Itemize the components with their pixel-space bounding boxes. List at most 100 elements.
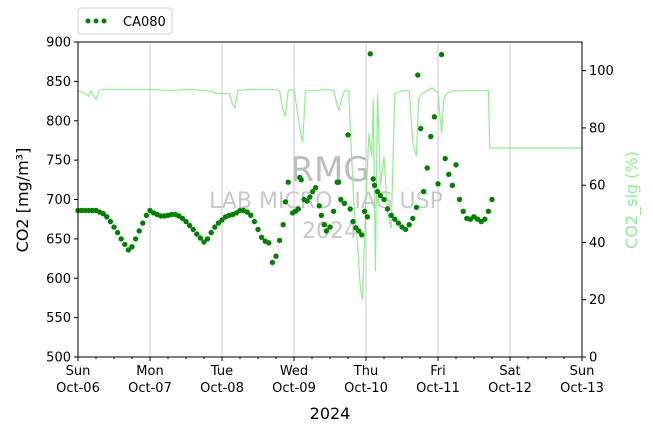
co2-point xyxy=(347,206,353,212)
co2-point xyxy=(111,224,117,230)
co2-point xyxy=(364,214,371,220)
co2-point xyxy=(282,199,289,205)
co2-point xyxy=(335,179,342,185)
watermark-line-1: RMG xyxy=(290,150,369,190)
co2-point xyxy=(418,125,424,132)
x-tick-label-date: Oct-12 xyxy=(488,381,532,396)
co2-point xyxy=(304,198,310,204)
co2-point xyxy=(143,212,150,218)
co2-point xyxy=(273,253,279,259)
y-left-tick-label: 600 xyxy=(46,272,71,287)
co2-point xyxy=(118,236,124,242)
co2-point xyxy=(338,196,344,203)
x-tick-label-day: Mon xyxy=(136,364,163,379)
co2-point xyxy=(424,165,430,171)
co2-point xyxy=(194,231,200,237)
co2-point xyxy=(255,226,261,233)
co2-point xyxy=(122,241,128,248)
co2-point xyxy=(489,196,495,203)
co2-point xyxy=(460,208,466,214)
co2-point xyxy=(208,229,214,236)
x-tick-label-day: Sun xyxy=(570,364,595,379)
co2-point xyxy=(316,203,322,209)
co2-point xyxy=(449,182,456,188)
x-tick-label-day: Sun xyxy=(66,364,91,379)
co2-point xyxy=(327,224,333,230)
y-right-tick-label: 60 xyxy=(589,179,606,194)
co2-point xyxy=(374,188,381,195)
co2-point xyxy=(413,204,420,211)
y-left-tick-label: 550 xyxy=(46,311,71,326)
x-axis-title: 2024 xyxy=(310,404,351,423)
y-left-tick-label: 800 xyxy=(46,114,71,129)
co2-point xyxy=(406,222,412,228)
co2-point xyxy=(215,220,222,226)
co2-point xyxy=(359,232,365,238)
legend-box xyxy=(77,7,173,35)
x-tick-label-date: Oct-08 xyxy=(200,381,244,396)
co2-point xyxy=(104,214,110,220)
y-right-tick-label: 100 xyxy=(589,64,614,79)
x-tick-label-day: Sat xyxy=(499,364,520,379)
co2-point xyxy=(190,226,196,233)
y-left-tick-label: 500 xyxy=(46,351,71,366)
co2-point xyxy=(482,216,488,222)
co2-sig-line xyxy=(77,87,582,300)
co2-point xyxy=(201,239,207,245)
co2-point xyxy=(420,188,427,195)
co2-point xyxy=(377,192,384,199)
co2-point xyxy=(453,162,459,168)
co2-point xyxy=(125,247,132,253)
x-tick-label-day: Tue xyxy=(210,364,233,379)
x-tick-label-date: Oct-06 xyxy=(56,381,100,396)
co2-point xyxy=(323,228,330,234)
co2-point xyxy=(136,228,142,234)
x-axis: Sun Oct-06 Mon Oct-07 Tue Oct-08 Wed Oct-09 Thu O… xyxy=(56,357,604,396)
x-tick-label-date: Oct-13 xyxy=(560,381,604,396)
legend-marker xyxy=(93,18,99,24)
legend-marker xyxy=(101,18,107,24)
co2-point xyxy=(367,51,373,57)
y-left-tick-label: 650 xyxy=(46,232,71,247)
y-right-tick-label: 0 xyxy=(589,351,597,366)
co2-point xyxy=(100,211,106,217)
co2-point xyxy=(197,235,204,241)
co2-point xyxy=(114,229,121,236)
co2-point xyxy=(345,132,351,138)
co2-point xyxy=(258,234,265,240)
y-axis-right: 0 20 40 60 80 100 xyxy=(582,64,614,366)
co2-point xyxy=(370,176,376,182)
co2-point xyxy=(295,206,301,212)
co2-point xyxy=(330,208,337,214)
co2-point xyxy=(402,226,409,233)
co2-point xyxy=(140,220,146,226)
series-ca080 xyxy=(75,51,495,266)
co2-point xyxy=(321,222,327,228)
co2-point xyxy=(310,188,316,195)
co2-point xyxy=(107,218,114,225)
co2-point xyxy=(280,222,286,228)
co2-point xyxy=(384,206,391,212)
co2-point xyxy=(371,182,378,188)
co2-point xyxy=(219,217,225,223)
legend: CA080 xyxy=(77,7,173,35)
series-co2-sig xyxy=(77,87,582,300)
co2-point xyxy=(266,240,272,246)
co2-point xyxy=(244,209,250,215)
co2-point xyxy=(350,218,356,225)
co2-point xyxy=(438,51,445,58)
legend-label: CA080 xyxy=(123,15,166,30)
co2-point xyxy=(485,208,492,214)
x-tick-label-date: Oct-07 xyxy=(128,381,172,396)
y-right-tick-label: 80 xyxy=(589,121,606,136)
x-tick-label-date: Oct-10 xyxy=(344,381,388,396)
y-right-tick-label: 20 xyxy=(589,293,606,308)
co2-point xyxy=(186,222,193,229)
co2-point xyxy=(179,215,186,222)
y-left-tick-label: 700 xyxy=(46,193,71,208)
y-left-tick-label: 750 xyxy=(46,154,71,169)
plot-area xyxy=(78,42,582,357)
co2-point xyxy=(415,72,421,78)
y-axis-left: 500 550 600 650 700 750 800 850 900 xyxy=(46,36,78,366)
